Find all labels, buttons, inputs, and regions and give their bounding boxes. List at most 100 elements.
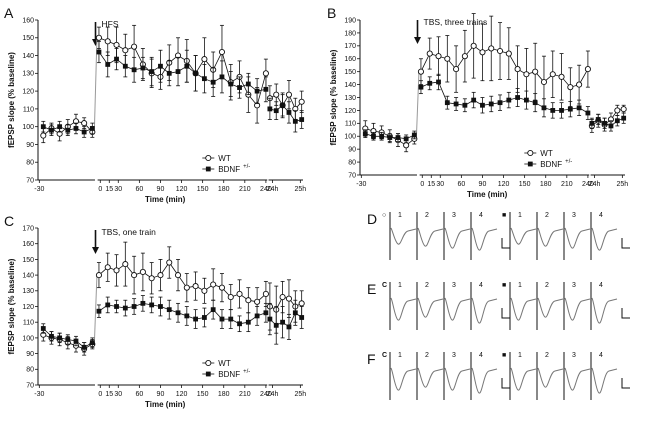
trace-number: 3 [572, 212, 576, 219]
x-tick-label: 120 [176, 186, 188, 193]
legend-marker-bdnf [205, 371, 211, 377]
legend-label-wt: WT [218, 359, 231, 368]
fepsp-trace [417, 227, 444, 247]
fepsp-trace [591, 367, 618, 394]
data-point-wt [298, 300, 305, 307]
data-point-bdnf [149, 69, 155, 74]
data-point-bdnf [237, 321, 242, 327]
data-point-bdnf [105, 302, 111, 308]
fepsp-trace [390, 227, 417, 245]
data-point-wt [104, 264, 111, 271]
trace-panel-letter: F [367, 351, 376, 367]
data-point-bdnf [411, 132, 417, 138]
data-point-bdnf [541, 105, 547, 111]
data-point-bdnf [418, 84, 424, 90]
data-point-bdnf [210, 79, 216, 85]
data-point-bdnf [245, 81, 251, 87]
data-point-wt [201, 56, 208, 63]
y-tick-label: 140 [344, 82, 356, 89]
data-point-wt [403, 142, 410, 149]
y-tick-label: 110 [345, 121, 356, 128]
data-point-wt [285, 295, 293, 302]
data-point-bdnf [65, 337, 71, 342]
x-tick-label: 15 [427, 181, 435, 188]
data-point-bdnf [140, 65, 146, 71]
data-point-bdnf [201, 76, 207, 82]
x-axis-label: Time (min) [467, 190, 508, 199]
data-point-wt [122, 261, 129, 268]
data-point-bdnf [263, 310, 269, 316]
data-point-bdnf [427, 80, 433, 86]
data-point-bdnf [523, 97, 529, 103]
data-point-bdnf [65, 127, 71, 133]
data-point-wt [218, 284, 226, 291]
data-point-bdnf [299, 315, 305, 320]
legend-marker-wt [205, 359, 212, 367]
data-point-bdnf [387, 135, 393, 140]
x-tick-label: 0 [420, 181, 424, 188]
y-tick-label: 90 [26, 351, 34, 358]
data-point-wt [435, 53, 442, 60]
data-point-wt [95, 272, 102, 279]
data-point-bdnf [263, 86, 269, 92]
y-tick-label: 160 [22, 17, 34, 24]
data-point-wt [157, 272, 164, 279]
fepsp-trace [591, 297, 618, 324]
data-point-bdnf [131, 304, 137, 309]
y-tick-label: 150 [344, 69, 356, 76]
trace-number: 1 [518, 282, 522, 289]
x-tick-label: 24h [589, 181, 601, 188]
data-point-bdnf [403, 136, 409, 142]
legend-marker-bdnf [527, 161, 533, 167]
data-point-bdnf [57, 124, 63, 130]
data-point-bdnf [114, 56, 119, 62]
data-point-wt [210, 281, 217, 288]
y-tick-label: 150 [22, 35, 34, 42]
data-point-wt [505, 50, 512, 57]
data-point-wt [166, 259, 173, 266]
trace-number: 4 [479, 212, 483, 219]
y-tick-label: 110 [23, 320, 34, 327]
data-point-bdnf [506, 97, 512, 103]
data-point-bdnf [105, 62, 111, 67]
trace-panel-letter: D [367, 211, 377, 227]
data-point-wt [262, 70, 269, 77]
fepsp-trace [510, 227, 537, 245]
data-point-wt [218, 48, 226, 56]
data-point-wt [236, 290, 243, 297]
data-point-bdnf [81, 129, 87, 135]
fepsp-trace [444, 367, 471, 391]
x-tick-label: 15 [105, 186, 113, 193]
stim-label: HFS [102, 19, 119, 29]
data-point-wt [262, 290, 269, 297]
data-point-bdnf [488, 101, 494, 107]
data-point-wt [461, 53, 468, 60]
stim-arrow-head [414, 37, 422, 44]
x-tick-label: 150 [197, 391, 209, 398]
x-tick-label: 0 [98, 391, 102, 398]
trace-number: 1 [398, 212, 402, 219]
data-point-bdnf [621, 115, 627, 121]
y-tick-label: 130 [22, 288, 34, 295]
data-point-bdnf [589, 120, 595, 126]
trace-number: 3 [452, 352, 456, 359]
panel-a: A 70 80 90 100 110 120 130 140 150 160 fEPSP slope … [4, 5, 306, 204]
panel-b: B 70 80 90 100 110 120 130 140 150 160 170 180 190 fEP… [327, 5, 628, 199]
x-tick-label: 15 [105, 391, 113, 398]
legend-label-wt: WT [218, 154, 231, 163]
data-point-bdnf [193, 70, 199, 76]
fepsp-trace [537, 367, 564, 388]
data-point-bdnf [237, 85, 242, 90]
legend-label-bdnf: BDNF +/- [218, 369, 250, 379]
x-tick-label: -30 [356, 181, 366, 188]
x-tick-label: 24h [267, 391, 279, 398]
trace-number: 3 [572, 282, 576, 289]
data-point-wt [620, 106, 627, 113]
y-tick-label: 170 [344, 43, 356, 50]
y-tick-label: 190 [344, 17, 356, 24]
data-point-bdnf [532, 100, 538, 106]
data-point-wt [122, 47, 129, 54]
x-tick-label: 60 [135, 186, 143, 193]
data-point-bdnf [273, 108, 279, 114]
